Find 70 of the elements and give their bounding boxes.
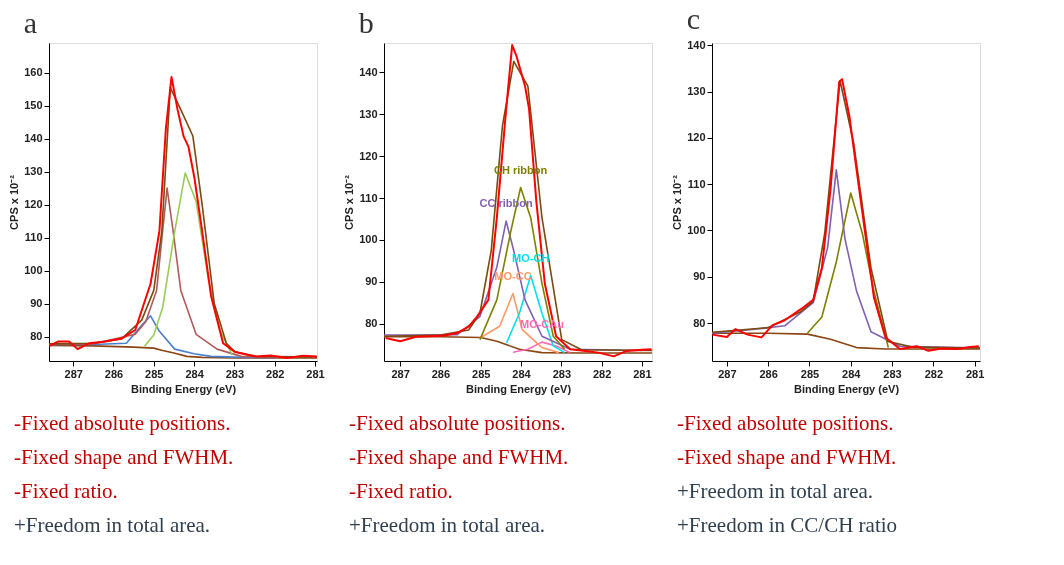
x-axis-title: Binding Energy (eV) [793, 382, 900, 395]
x-tick-label: 287 [64, 367, 83, 380]
y-tick-label: 100 [359, 233, 378, 246]
y-tick-label: 140 [359, 65, 378, 78]
x-tick-label: 283 [883, 367, 902, 380]
y-tick-label: 130 [687, 85, 706, 98]
x-tick-label: 281 [306, 367, 325, 380]
x-tick-label: 282 [592, 367, 612, 380]
y-tick-label: 120 [359, 149, 378, 162]
y-tick-label: 140 [24, 132, 43, 145]
text: -Fixed ratio. [14, 479, 118, 503]
x-axis-title: Binding Energy (eV) [130, 382, 237, 395]
y-axis-title: CPS x 10⁻² [8, 174, 21, 230]
text: +Freedom in total area. [677, 479, 874, 503]
text: -Fixed ratio. [349, 479, 453, 503]
x-tick-label: 283 [552, 367, 571, 380]
text: +Freedom in total area. [349, 513, 546, 537]
y-tick-label: 160 [24, 66, 43, 79]
chart-title: a [23, 6, 37, 39]
y-tick-label: 150 [24, 99, 43, 112]
text: +Freedom in total area. [14, 513, 211, 537]
y-tick-label: 90 [693, 270, 706, 283]
chart-title: b [358, 6, 374, 39]
y-tick-label: 100 [24, 264, 43, 277]
text: -Fixed absolute positions. [349, 411, 566, 435]
chart-title: c [686, 2, 700, 36]
x-tick-label: 287 [391, 367, 410, 380]
text: -Fixed absolute positions. [677, 411, 894, 435]
line-series [806, 192, 890, 349]
y-tick-label: 110 [687, 177, 706, 190]
y-axis-title: CPS x 10⁻² [343, 174, 356, 230]
text: -Fixed shape and FWHM. [14, 445, 234, 469]
x-tick-label: 285 [145, 367, 164, 380]
y-tick-label: 140 [687, 38, 706, 51]
x-tick-label: 283 [225, 367, 245, 380]
line-series [384, 335, 652, 354]
y-axis-title: CPS x 10⁻² [671, 174, 684, 230]
x-tick-label: 282 [924, 367, 944, 380]
y-tick-label: 80 [693, 316, 706, 329]
line-series [479, 186, 566, 351]
x-tick-label: 286 [759, 367, 778, 380]
x-tick-label: 281 [965, 367, 985, 380]
x-tick-label: 284 [185, 367, 205, 380]
text: -Fixed shape and FWHM. [349, 445, 569, 469]
x-tick-label: 282 [266, 367, 285, 380]
y-tick-label: 90 [365, 275, 378, 288]
x-tick-label: 285 [800, 367, 820, 380]
line-series [143, 172, 234, 356]
x-tick-label: 287 [718, 367, 737, 380]
x-axis-title: Binding Energy (eV) [465, 382, 572, 395]
x-tick-label: 285 [472, 367, 491, 380]
y-tick-label: 130 [24, 165, 43, 178]
x-tick-label: 281 [633, 367, 652, 380]
y-tick-label: 120 [24, 198, 43, 211]
line-series [512, 341, 571, 354]
y-tick-label: 80 [365, 317, 378, 330]
x-tick-label: 284 [842, 367, 862, 380]
y-tick-label: 110 [359, 191, 378, 204]
x-tick-label: 286 [104, 367, 124, 380]
text: -Fixed absolute positions. [14, 411, 231, 435]
y-tick-label: 110 [24, 231, 43, 244]
y-tick-label: 90 [30, 297, 43, 310]
y-tick-label: 120 [687, 131, 706, 144]
text: +Freedom in CC/CH ratio [677, 513, 898, 537]
x-tick-label: 284 [512, 367, 532, 380]
y-tick-label: 130 [359, 107, 378, 120]
text: -Fixed shape and FWHM. [677, 445, 897, 469]
y-tick-label: 100 [687, 223, 706, 236]
y-tick-label: 80 [30, 330, 43, 343]
x-tick-label: 286 [431, 367, 451, 380]
